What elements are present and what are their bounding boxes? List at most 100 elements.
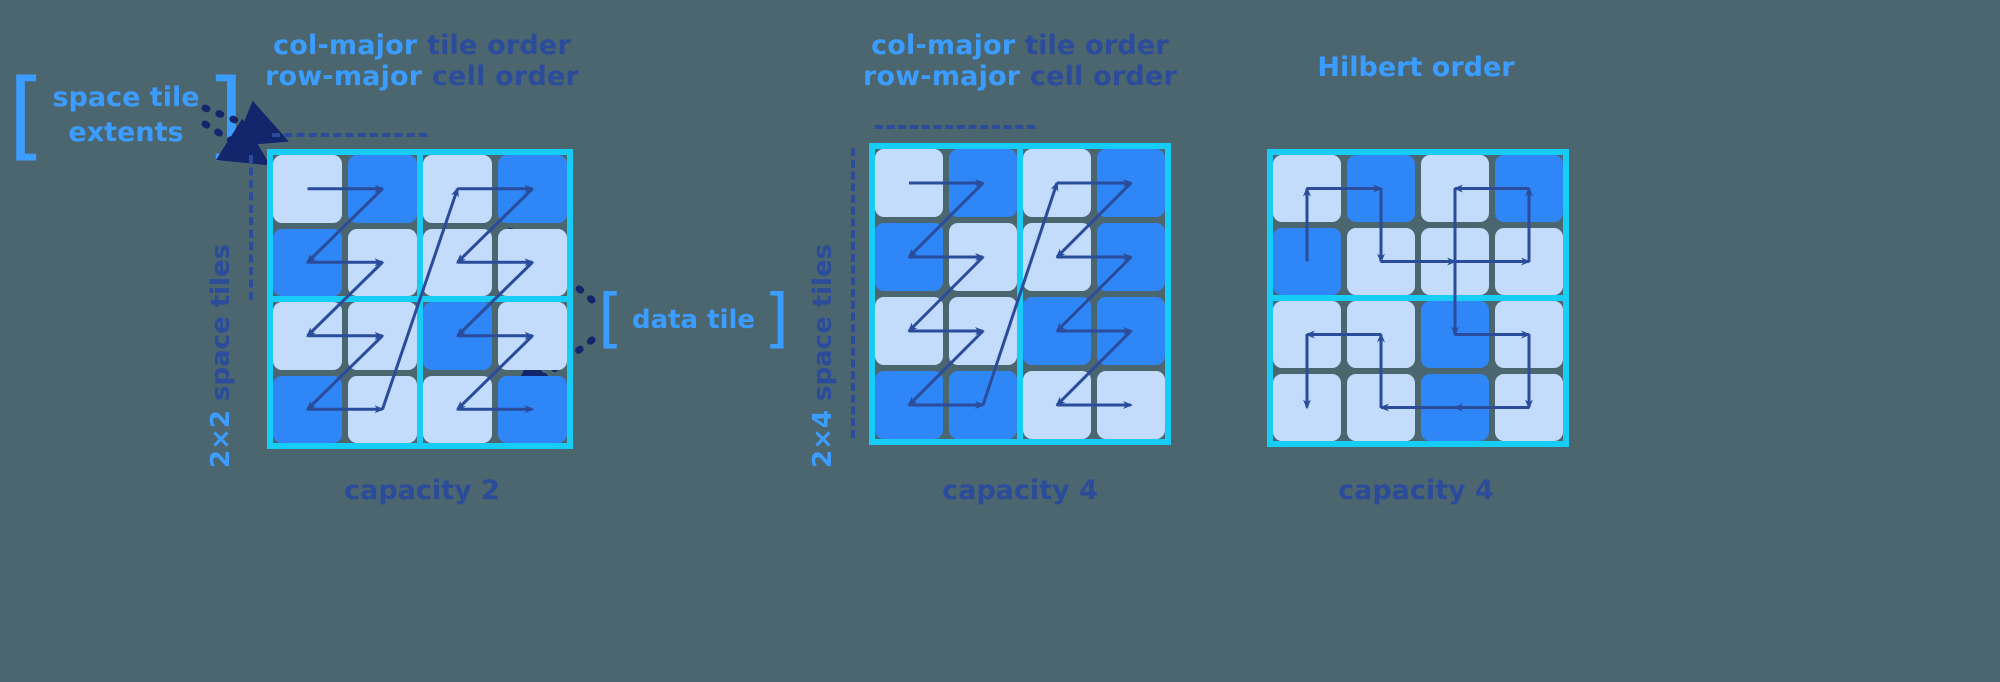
grid-cell[interactable] bbox=[946, 146, 1020, 220]
panel-1-axis-label: 2×2 space tiles bbox=[206, 244, 236, 468]
panel-3-title: Hilbert order bbox=[1317, 52, 1515, 83]
cell-fill bbox=[1421, 301, 1489, 368]
cell-fill bbox=[423, 228, 492, 296]
panel-1-axis-label-strong: 2×2 bbox=[206, 410, 236, 468]
grid-cell[interactable] bbox=[1418, 298, 1492, 371]
grid-cell[interactable] bbox=[1492, 298, 1566, 371]
grid-cell[interactable] bbox=[1344, 152, 1418, 225]
grid-cell[interactable] bbox=[1492, 152, 1566, 225]
cell-fill bbox=[1495, 228, 1563, 295]
cell-fill bbox=[498, 302, 567, 370]
grid-cell[interactable] bbox=[1270, 298, 1344, 371]
panel-1-title: col-major tile order row-major cell orde… bbox=[265, 30, 579, 92]
grid-cell[interactable] bbox=[1418, 225, 1492, 298]
grid-cell[interactable] bbox=[1094, 220, 1168, 294]
panel-2-axis-label-strong: 2×4 bbox=[808, 410, 838, 468]
grid-cell[interactable] bbox=[270, 226, 345, 300]
grid-cell[interactable] bbox=[345, 373, 420, 447]
cell-fill bbox=[1421, 374, 1489, 441]
grid-cell[interactable] bbox=[1492, 225, 1566, 298]
grid-cell[interactable] bbox=[1418, 152, 1492, 225]
cell-fill bbox=[949, 371, 1017, 439]
panel-1-title-line1-rest: tile order bbox=[417, 30, 571, 61]
grid-cell[interactable] bbox=[1020, 294, 1094, 368]
grid-cell[interactable] bbox=[1020, 220, 1094, 294]
grid-cell[interactable] bbox=[345, 299, 420, 373]
panel-3-caption: capacity 4 bbox=[1338, 475, 1494, 506]
panel-1-caption: capacity 2 bbox=[344, 475, 500, 506]
grid-cell[interactable] bbox=[345, 152, 420, 226]
grid-cell[interactable] bbox=[495, 299, 570, 373]
grid-cell[interactable] bbox=[420, 226, 495, 300]
grid-cell[interactable] bbox=[495, 373, 570, 447]
panel-2-title-line2-rest: cell order bbox=[1020, 61, 1177, 92]
grid-cell[interactable] bbox=[1270, 152, 1344, 225]
cell-fill bbox=[348, 302, 417, 370]
cell-fill bbox=[1097, 371, 1165, 439]
space-tile-extents-callout: [ space tile extents ] bbox=[8, 59, 244, 171]
panel-1-title-line2-rest: cell order bbox=[422, 61, 579, 92]
grid-cell[interactable] bbox=[420, 152, 495, 226]
grid-cell[interactable] bbox=[1270, 225, 1344, 298]
grid-cell[interactable] bbox=[420, 299, 495, 373]
grid-cell[interactable] bbox=[1020, 368, 1094, 442]
panel-1-top-extent-guide bbox=[272, 133, 427, 137]
panel-1-left-extent-guide bbox=[249, 155, 253, 300]
cell-fill bbox=[1421, 155, 1489, 222]
grid-cell[interactable] bbox=[1344, 298, 1418, 371]
cell-fill bbox=[498, 155, 567, 223]
grid-cell[interactable] bbox=[270, 152, 345, 226]
cell-fill bbox=[875, 371, 943, 439]
grid-cell[interactable] bbox=[420, 373, 495, 447]
grid-cell[interactable] bbox=[345, 226, 420, 300]
panel-2-title: col-major tile order row-major cell orde… bbox=[863, 30, 1177, 92]
grid-cell[interactable] bbox=[872, 294, 946, 368]
cell-fill bbox=[1273, 374, 1341, 441]
grid-cell[interactable] bbox=[872, 146, 946, 220]
panel-2-grid bbox=[872, 146, 1168, 442]
panel-2-title-line1-rest: tile order bbox=[1015, 30, 1169, 61]
cell-fill bbox=[423, 375, 492, 443]
grid-cell[interactable] bbox=[270, 299, 345, 373]
grid-cell[interactable] bbox=[946, 368, 1020, 442]
grid-cell[interactable] bbox=[946, 220, 1020, 294]
data-tile-right-bracket-icon: ] bbox=[764, 282, 790, 356]
cell-fill bbox=[273, 375, 342, 443]
cell-fill bbox=[273, 155, 342, 223]
cell-fill bbox=[498, 375, 567, 443]
left-bracket-icon: [ bbox=[8, 59, 46, 171]
panel-2-title-line2: row-major cell order bbox=[863, 61, 1177, 92]
cell-fill bbox=[875, 297, 943, 365]
data-tile-text: data tile bbox=[631, 304, 756, 335]
cell-fill bbox=[1023, 371, 1091, 439]
grid-cell[interactable] bbox=[270, 373, 345, 447]
panel-2-title-line2-strong: row-major bbox=[863, 61, 1021, 92]
grid-cell[interactable] bbox=[1344, 371, 1418, 444]
grid-cell[interactable] bbox=[1418, 371, 1492, 444]
cell-fill bbox=[1495, 155, 1563, 222]
cell-fill bbox=[1023, 149, 1091, 217]
space-tile-extents-line1: space tile bbox=[52, 81, 200, 113]
cell-fill bbox=[1097, 297, 1165, 365]
panel-3-grid bbox=[1270, 152, 1566, 444]
panel-1-title-line2: row-major cell order bbox=[265, 61, 579, 92]
grid-cell[interactable] bbox=[1020, 146, 1094, 220]
cell-fill bbox=[1273, 301, 1341, 368]
grid-cell[interactable] bbox=[1270, 371, 1344, 444]
grid-cell[interactable] bbox=[872, 368, 946, 442]
grid-cell[interactable] bbox=[872, 220, 946, 294]
grid-cell[interactable] bbox=[495, 152, 570, 226]
cell-fill bbox=[1495, 374, 1563, 441]
grid-cell[interactable] bbox=[1344, 225, 1418, 298]
grid-cell[interactable] bbox=[495, 226, 570, 300]
panel-2-caption: capacity 4 bbox=[942, 475, 1098, 506]
grid-cell[interactable] bbox=[1094, 146, 1168, 220]
panel-2-title-line1: col-major tile order bbox=[863, 30, 1177, 61]
grid-cell[interactable] bbox=[1094, 294, 1168, 368]
data-tile-left-bracket-icon: [ bbox=[598, 282, 623, 356]
grid-cell[interactable] bbox=[1492, 371, 1566, 444]
grid-cell[interactable] bbox=[946, 294, 1020, 368]
panel-2-left-extent-guide bbox=[851, 148, 855, 438]
grid-cell[interactable] bbox=[1094, 368, 1168, 442]
